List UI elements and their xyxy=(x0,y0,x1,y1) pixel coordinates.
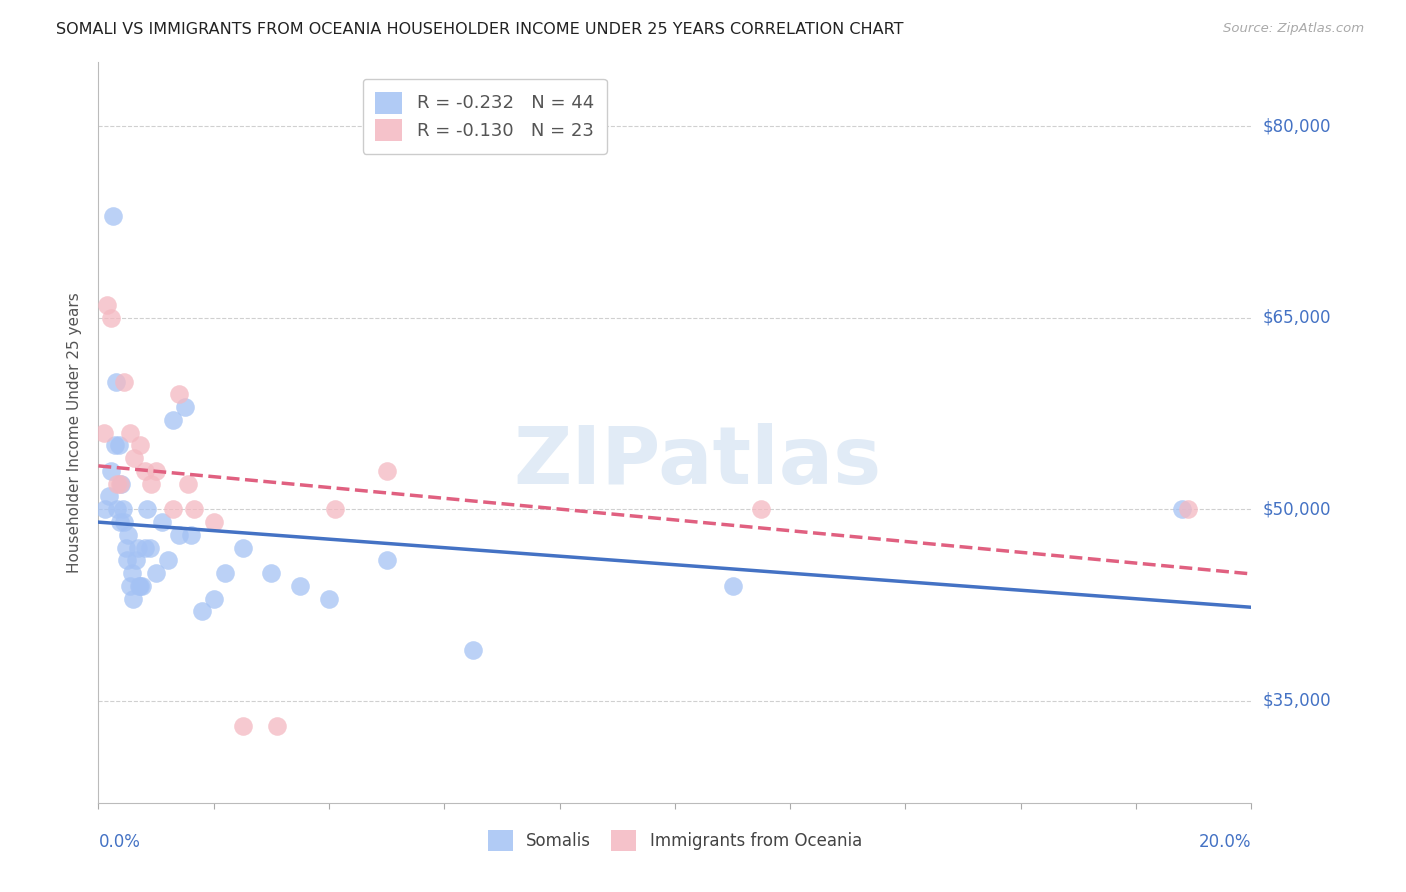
Point xyxy=(180,527,202,541)
Point xyxy=(129,579,152,593)
Point xyxy=(156,553,179,567)
Text: $80,000: $80,000 xyxy=(1263,117,1331,136)
Text: 20.0%: 20.0% xyxy=(1199,833,1251,851)
Point xyxy=(115,541,138,555)
Point xyxy=(101,209,124,223)
Point xyxy=(110,476,132,491)
Point xyxy=(162,502,184,516)
Y-axis label: Householder Income Under 25 years: Householder Income Under 25 years xyxy=(67,293,83,573)
Point xyxy=(167,527,190,541)
Point xyxy=(266,719,288,733)
Point xyxy=(150,515,173,529)
Point xyxy=(174,400,197,414)
Point xyxy=(120,579,142,593)
Point xyxy=(183,502,205,516)
Text: $65,000: $65,000 xyxy=(1263,309,1331,326)
Point xyxy=(122,451,145,466)
Point xyxy=(1171,502,1194,516)
Point xyxy=(100,310,122,325)
Point xyxy=(191,604,214,618)
Point xyxy=(1177,502,1199,516)
Text: $50,000: $50,000 xyxy=(1263,500,1331,518)
Point xyxy=(463,642,485,657)
Point xyxy=(121,566,143,580)
Point xyxy=(103,438,125,452)
Point xyxy=(323,502,346,516)
Point xyxy=(104,375,127,389)
Point xyxy=(117,553,139,567)
Point xyxy=(141,476,163,491)
Point xyxy=(167,387,190,401)
Point xyxy=(214,566,236,580)
Point xyxy=(375,464,398,478)
Point xyxy=(231,541,254,555)
Point xyxy=(136,502,159,516)
Point xyxy=(96,298,118,312)
Point xyxy=(120,425,142,440)
Point xyxy=(260,566,283,580)
Point xyxy=(105,502,128,516)
Point xyxy=(112,375,135,389)
Point xyxy=(134,464,156,478)
Point xyxy=(112,515,135,529)
Point xyxy=(117,527,139,541)
Point xyxy=(105,476,128,491)
Point xyxy=(202,591,225,606)
Text: SOMALI VS IMMIGRANTS FROM OCEANIA HOUSEHOLDER INCOME UNDER 25 YEARS CORRELATION : SOMALI VS IMMIGRANTS FROM OCEANIA HOUSEH… xyxy=(56,22,904,37)
Point xyxy=(202,515,225,529)
Text: $35,000: $35,000 xyxy=(1263,691,1331,710)
Text: 0.0%: 0.0% xyxy=(98,833,141,851)
Point xyxy=(93,425,115,440)
Text: ZIPatlas: ZIPatlas xyxy=(513,423,882,501)
Point xyxy=(107,438,129,452)
Point xyxy=(162,413,184,427)
Point xyxy=(721,579,744,593)
Point xyxy=(110,476,132,491)
Point xyxy=(231,719,254,733)
Point xyxy=(110,515,132,529)
Point xyxy=(134,541,156,555)
Point xyxy=(111,502,134,516)
Point xyxy=(97,490,120,504)
Point xyxy=(131,579,153,593)
Point xyxy=(177,476,200,491)
Point xyxy=(100,464,122,478)
Point xyxy=(145,566,167,580)
Point xyxy=(127,541,149,555)
Legend: Somalis, Immigrants from Oceania: Somalis, Immigrants from Oceania xyxy=(481,823,869,857)
Point xyxy=(139,541,162,555)
Point xyxy=(94,502,117,516)
Text: Source: ZipAtlas.com: Source: ZipAtlas.com xyxy=(1223,22,1364,36)
Point xyxy=(751,502,773,516)
Point xyxy=(129,438,152,452)
Point xyxy=(318,591,340,606)
Point xyxy=(375,553,398,567)
Point xyxy=(290,579,312,593)
Point xyxy=(125,553,148,567)
Point xyxy=(128,579,150,593)
Point xyxy=(145,464,167,478)
Point xyxy=(122,591,145,606)
